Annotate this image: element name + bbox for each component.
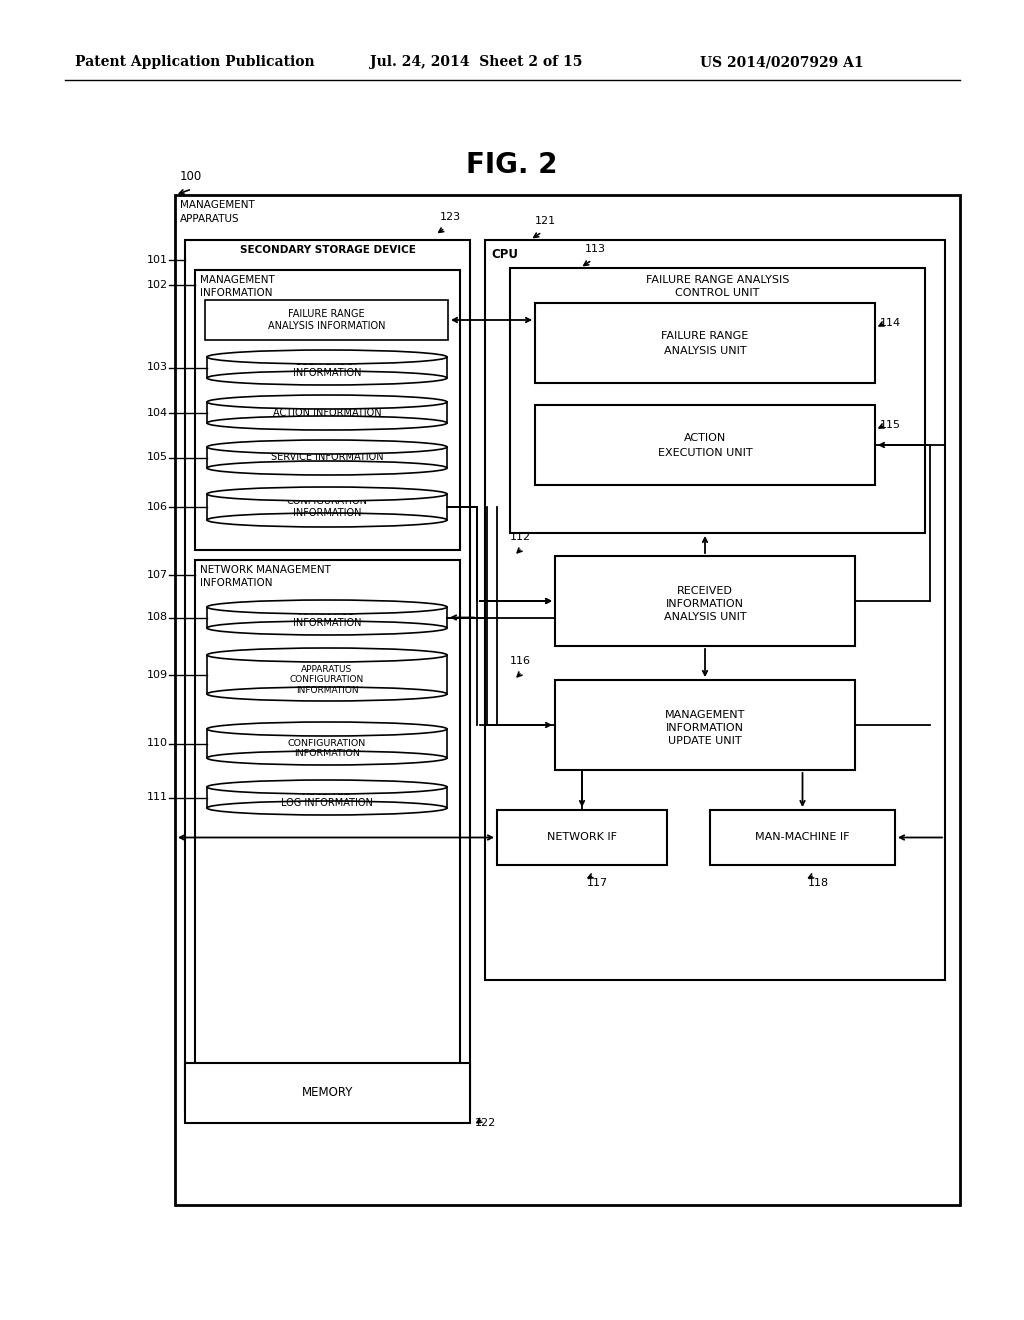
Text: 106: 106 [147,502,168,512]
Bar [535,304,874,383]
Text: Patent Application Publication: Patent Application Publication [75,55,314,69]
Text: 114: 114 [880,318,901,327]
Text: MANAGEMENT: MANAGEMENT [200,275,274,285]
Bar [710,810,895,865]
Text: ACTION INFORMATION: ACTION INFORMATION [272,408,381,417]
Text: USER GROUP
INFORMATION: USER GROUP INFORMATION [293,356,361,379]
Bar [207,356,447,378]
Bar [207,729,447,758]
Text: 101: 101 [147,255,168,265]
Bar [555,556,855,645]
Bar [535,405,874,484]
Ellipse shape [207,440,447,454]
Text: MANAGEMENT: MANAGEMENT [180,201,255,210]
Ellipse shape [207,461,447,475]
Text: ANALYSIS UNIT: ANALYSIS UNIT [664,612,746,622]
Text: NETWORK IF: NETWORK IF [547,833,617,842]
Text: 107: 107 [146,570,168,579]
Text: 115: 115 [880,420,901,430]
Text: ANALYSIS UNIT: ANALYSIS UNIT [664,346,746,356]
Text: NETWORK
CONFIGURATION
INFORMATION: NETWORK CONFIGURATION INFORMATION [288,729,367,759]
Text: 108: 108 [146,612,168,623]
Text: INFORMATION: INFORMATION [200,288,272,298]
Text: INFORMATION: INFORMATION [200,578,272,587]
Ellipse shape [207,801,447,814]
Text: ACTION: ACTION [684,433,726,444]
Text: RECEIVED: RECEIVED [677,586,733,597]
Bar [555,680,855,770]
Bar [195,560,460,1090]
Ellipse shape [207,395,447,409]
Bar [485,240,945,979]
Text: CONFIGURATION
INFORMATION: CONFIGURATION INFORMATION [287,496,368,517]
Ellipse shape [207,648,447,663]
Text: SECONDARY STORAGE DEVICE: SECONDARY STORAGE DEVICE [240,246,416,255]
Ellipse shape [207,416,447,430]
Text: US 2014/0207929 A1: US 2014/0207929 A1 [700,55,863,69]
Text: 105: 105 [147,453,168,462]
Text: INFORMATION: INFORMATION [666,599,744,609]
Text: Jul. 24, 2014  Sheet 2 of 15: Jul. 24, 2014 Sheet 2 of 15 [370,55,583,69]
Text: FIG. 2: FIG. 2 [466,150,558,180]
Bar [207,787,447,808]
Text: FAILURE RANGE
ANALYSIS INFORMATION: FAILURE RANGE ANALYSIS INFORMATION [267,309,385,331]
Ellipse shape [207,513,447,527]
Text: 118: 118 [808,878,828,888]
Bar [207,403,447,422]
Text: 104: 104 [146,408,168,417]
Text: FAILURE RANGE ANALYSIS: FAILURE RANGE ANALYSIS [646,275,790,285]
Bar [175,195,961,1205]
Text: APPARATUS
INFORMATION: APPARATUS INFORMATION [293,607,361,628]
Text: 103: 103 [147,363,168,372]
Text: 111: 111 [147,792,168,803]
Bar [207,447,447,469]
Text: CPU: CPU [490,248,518,261]
Text: 123: 123 [440,213,461,222]
Text: 122: 122 [475,1118,497,1129]
Ellipse shape [207,601,447,614]
Text: UPDATE UNIT: UPDATE UNIT [669,737,741,746]
Bar [205,300,449,341]
Text: 116: 116 [510,656,531,667]
Bar [195,271,460,550]
Text: SERVICE INFORMATION: SERVICE INFORMATION [270,453,383,462]
Text: 112: 112 [510,532,531,543]
Text: NETWORK MANAGEMENT: NETWORK MANAGEMENT [200,565,331,576]
Text: 102: 102 [146,280,168,290]
Ellipse shape [207,371,447,385]
Bar [207,607,447,628]
Ellipse shape [207,722,447,737]
Bar [207,655,447,694]
Ellipse shape [207,487,447,502]
Text: 109: 109 [146,669,168,680]
Bar [510,268,925,533]
Text: APPARATUS: APPARATUS [180,214,240,224]
Text: EXECUTION UNIT: EXECUTION UNIT [657,447,753,458]
Text: 100: 100 [180,170,203,183]
Text: FAILURE RANGE: FAILURE RANGE [662,331,749,341]
Text: CONTROL UNIT: CONTROL UNIT [675,288,760,298]
Bar [497,810,667,865]
Bar [207,494,447,520]
Text: MANAGEMENT: MANAGEMENT [665,710,745,719]
Text: MAN-MACHINE IF: MAN-MACHINE IF [756,833,850,842]
Text: 113: 113 [585,244,606,253]
Ellipse shape [207,686,447,701]
Ellipse shape [207,780,447,795]
Text: 121: 121 [535,216,556,226]
Bar [185,1063,470,1123]
Text: 117: 117 [587,878,608,888]
Text: MANAGEMENT
APPARATUS
CONFIGURATION
INFORMATION: MANAGEMENT APPARATUS CONFIGURATION INFOR… [290,655,365,694]
Text: RECEIVED
LOG INFORMATION: RECEIVED LOG INFORMATION [281,787,373,808]
Text: INFORMATION: INFORMATION [666,723,744,733]
Text: 110: 110 [147,738,168,748]
Text: MEMORY: MEMORY [302,1086,353,1100]
Bar [185,240,470,1110]
Ellipse shape [207,350,447,364]
Ellipse shape [207,620,447,635]
Ellipse shape [207,751,447,766]
